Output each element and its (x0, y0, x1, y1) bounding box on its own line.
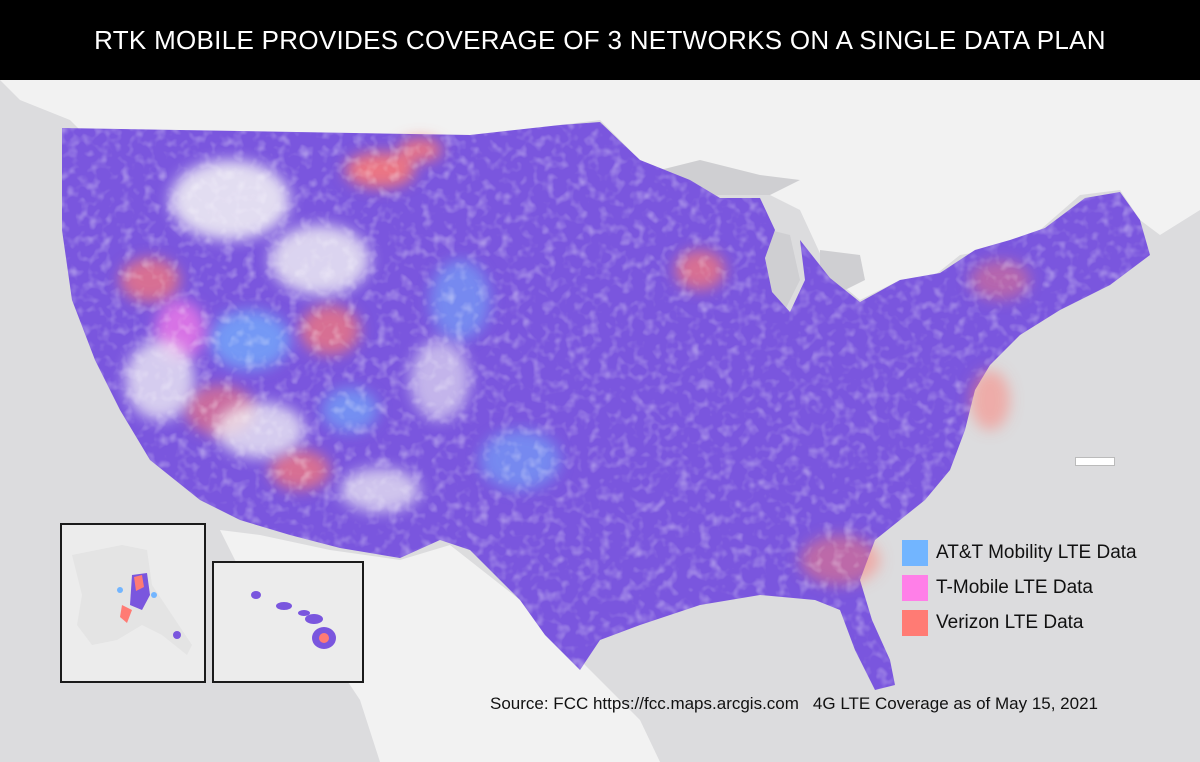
source-credit: Source: FCC https://fcc.maps.arcgis.com (490, 694, 799, 713)
legend-label-tmobile: T-Mobile LTE Data (936, 576, 1093, 598)
legend-swatch-tmobile (902, 574, 928, 601)
legend-swatch-att (902, 539, 928, 566)
coverage-date-note: 4G LTE Coverage as of May 15, 2021 (812, 694, 1098, 713)
canada-land (0, 80, 1200, 300)
title-bar: RTK MOBILE PROVIDES COVERAGE OF 3 NETWOR… (0, 0, 1200, 80)
alaska-map (72, 545, 192, 655)
map-title: RTK MOBILE PROVIDES COVERAGE OF 3 NETWOR… (94, 24, 1106, 55)
hawaii-map (251, 591, 336, 649)
map-legend: AT&T Mobility LTE Data T-Mobile LTE Data… (902, 535, 1162, 640)
map-footer: Source: FCC https://fcc.maps.arcgis.com … (490, 694, 1098, 714)
alaska-inset (60, 523, 206, 683)
map-area: AT&T Mobility LTE Data T-Mobile LTE Data… (0, 80, 1200, 762)
hawaii-inset (212, 561, 364, 683)
legend-swatch-verizon (902, 609, 928, 636)
legend-label-verizon: Verizon LTE Data (936, 611, 1084, 633)
scale-bar (1075, 457, 1115, 466)
legend-item-tmobile: T-Mobile LTE Data (902, 570, 1162, 605)
legend-item-verizon: Verizon LTE Data (902, 605, 1162, 640)
legend-label-att: AT&T Mobility LTE Data (936, 541, 1137, 563)
legend-item-att: AT&T Mobility LTE Data (902, 535, 1162, 570)
lake-michigan (765, 230, 800, 310)
